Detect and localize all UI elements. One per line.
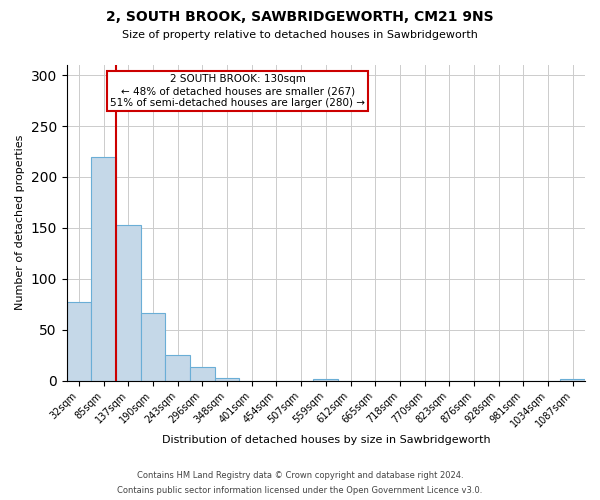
Bar [313,378,338,380]
Text: Contains HM Land Registry data © Crown copyright and database right 2024.: Contains HM Land Registry data © Crown c… [137,471,463,480]
Bar [190,368,215,380]
Y-axis label: Number of detached properties: Number of detached properties [15,135,25,310]
Bar [166,355,190,380]
Bar [215,378,239,380]
Bar [67,302,91,380]
X-axis label: Distribution of detached houses by size in Sawbridgeworth: Distribution of detached houses by size … [161,435,490,445]
Bar [116,225,141,380]
Bar [91,156,116,380]
Bar [560,378,585,380]
Text: 2, SOUTH BROOK, SAWBRIDGEWORTH, CM21 9NS: 2, SOUTH BROOK, SAWBRIDGEWORTH, CM21 9NS [106,10,494,24]
Text: Contains public sector information licensed under the Open Government Licence v3: Contains public sector information licen… [118,486,482,495]
Text: 2 SOUTH BROOK: 130sqm
← 48% of detached houses are smaller (267)
51% of semi-det: 2 SOUTH BROOK: 130sqm ← 48% of detached … [110,74,365,108]
Bar [141,314,166,380]
Text: Size of property relative to detached houses in Sawbridgeworth: Size of property relative to detached ho… [122,30,478,40]
